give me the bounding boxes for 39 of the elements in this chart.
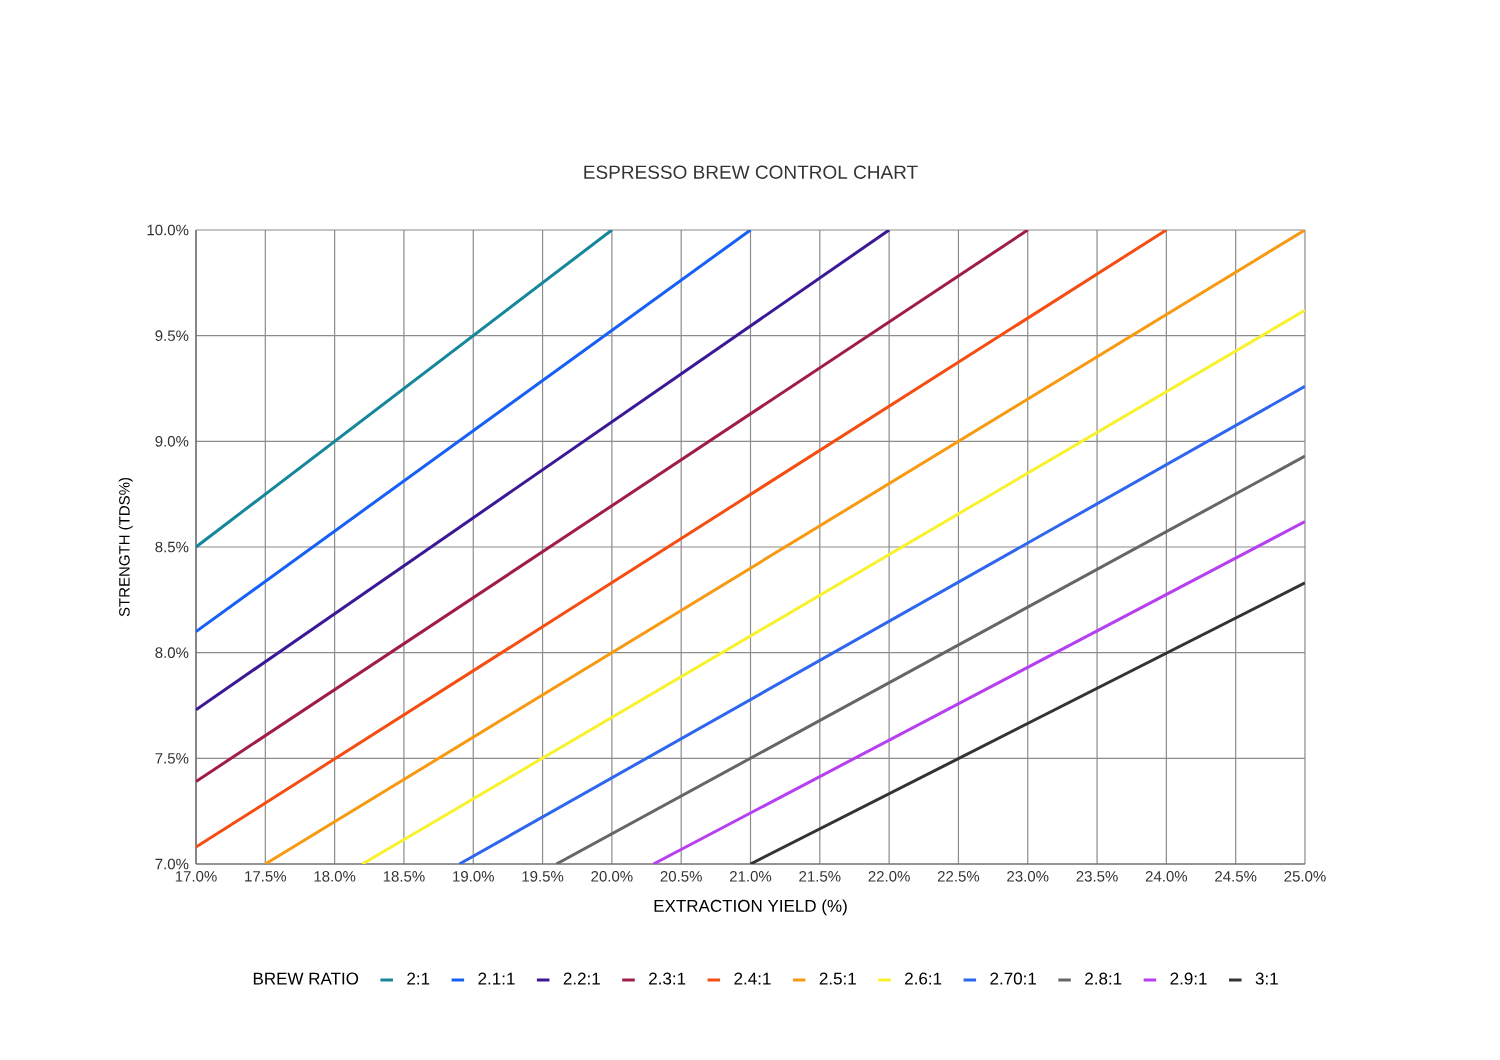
x-tick-label: 20.0%: [591, 871, 633, 882]
x-tick-label: 23.5%: [1076, 871, 1118, 882]
x-tick-label: 19.0%: [453, 871, 494, 882]
x-tick-label: 25.0%: [1284, 871, 1326, 882]
x-tick-label: 21.5%: [799, 871, 841, 882]
x-tick-label: 22.0%: [868, 871, 910, 882]
x-tick-label: 18.5%: [383, 871, 425, 882]
y-tick-label: 10.0%: [147, 224, 189, 236]
x-axis-title: EXTRACTION YIELD (%): [654, 899, 847, 916]
y-tick-label: 7.5%: [155, 753, 189, 764]
x-tick-label: 24.5%: [1215, 871, 1257, 882]
legend-label: 2.6:1: [905, 972, 942, 985]
x-tick-label: 18.0%: [314, 871, 356, 882]
y-tick-label: 7.0%: [155, 858, 189, 870]
y-axis-title: STRENGTH (TDS%): [118, 477, 133, 617]
legend-label: 2.3:1: [649, 972, 686, 985]
x-tick-label: 17.5%: [245, 871, 287, 882]
y-tick-label: 8.5%: [155, 541, 189, 553]
x-tick-label: 19.5%: [522, 871, 564, 882]
y-tick-label: 9.0%: [155, 436, 189, 447]
legend-title: BREW RATIO: [253, 972, 359, 985]
x-tick-label: 23.0%: [1007, 871, 1049, 882]
legend-label: 2.8:1: [1085, 972, 1122, 985]
legend-label: 2.2:1: [563, 972, 600, 985]
x-tick-label: 21.0%: [729, 871, 772, 882]
legend-label: 2.70:1: [990, 972, 1036, 985]
x-tick-label: 17.0%: [175, 871, 217, 882]
x-tick-label: 20.5%: [660, 871, 702, 882]
legend-label: 2.9:1: [1170, 972, 1207, 985]
x-tick-label: 24.0%: [1145, 871, 1188, 882]
legend-label: 2.4:1: [734, 972, 771, 985]
legend-label: 2.5:1: [819, 972, 856, 985]
y-tick-label: 9.5%: [155, 330, 189, 341]
chart-title: ESPRESSO BREW CONTROL CHART: [584, 165, 918, 179]
legend-label: 2:1: [407, 972, 430, 985]
x-tick-label: 22.5%: [937, 871, 980, 882]
legend-label: 2.1:1: [478, 972, 515, 985]
legend-label: 3:1: [1255, 972, 1278, 985]
y-tick-label: 8.0%: [155, 647, 189, 658]
